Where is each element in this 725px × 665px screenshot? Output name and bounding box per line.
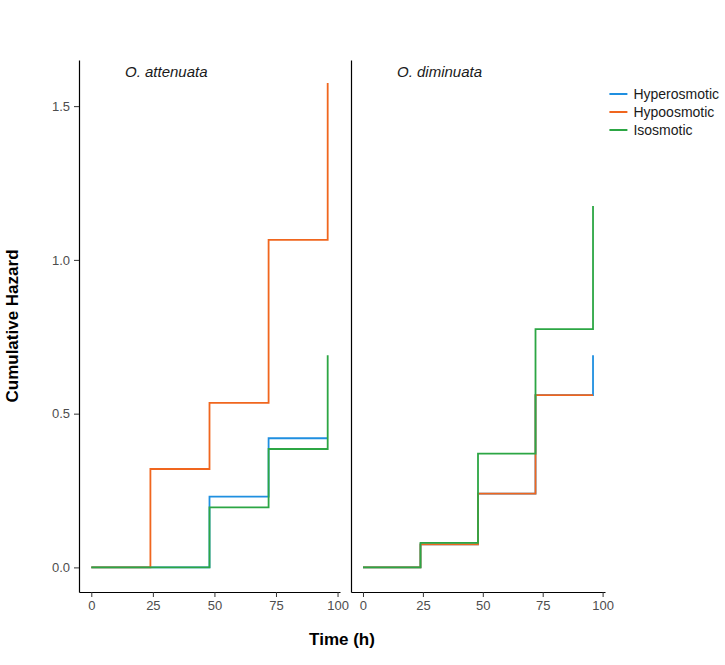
x-tick-label: 25 — [146, 598, 160, 613]
x-tick: 25 — [416, 592, 430, 613]
lines — [91, 83, 327, 567]
x-tick: 100 — [327, 592, 349, 613]
series-line — [363, 206, 593, 567]
y-tick-mark — [74, 414, 79, 415]
x-axis: 0 25 50 75 100 — [352, 592, 614, 613]
x-tick: 25 — [146, 592, 160, 613]
y-axis: 0.0 0.5 1.0 1.5 — [52, 61, 80, 593]
x-tick-label: 0 — [88, 598, 95, 613]
x-tick-mark — [363, 592, 364, 597]
y-tick: 0.0 — [52, 560, 79, 575]
x-tick-label: 100 — [592, 598, 614, 613]
x-tick-label: 75 — [536, 598, 550, 613]
x-tick-mark — [276, 592, 277, 597]
x-tick: 50 — [208, 592, 222, 613]
x-tick-mark — [603, 592, 604, 597]
x-tick: 75 — [269, 592, 283, 613]
x-tick-label: 25 — [416, 598, 430, 613]
x-tick-mark — [423, 592, 424, 597]
y-tick-label: 0.0 — [52, 560, 70, 575]
x-tick-label: 50 — [476, 598, 490, 613]
x-tick-mark — [91, 592, 92, 597]
y-tick-label: 1.5 — [52, 99, 70, 114]
x-tick-mark — [483, 592, 484, 597]
chart: 0 25 50 75 100 0.0 0.5 1.0 1.5 O. attenuata 0 25 50 7… — [0, 0, 725, 665]
y-tick-mark — [74, 106, 79, 107]
y-tick-mark — [74, 567, 79, 568]
y-tick-label: 1.0 — [52, 253, 70, 268]
y-tick-label: 0.5 — [52, 406, 70, 421]
legend-label: Isosmotic — [633, 122, 692, 138]
legend-swatch — [609, 93, 627, 95]
x-tick-label: 50 — [208, 598, 222, 613]
y-tick: 1.0 — [52, 253, 79, 268]
x-tick: 50 — [476, 592, 490, 613]
x-tick-mark — [543, 592, 544, 597]
x-axis-title: Time (h) — [309, 630, 375, 649]
x-tick-label: 0 — [360, 598, 367, 613]
panel: 0 25 50 75 100 0.0 0.5 1.0 1.5 O. attenuata — [52, 61, 349, 614]
y-axis-title: Cumulative Hazard — [3, 249, 22, 402]
x-tick: 0 — [360, 592, 367, 613]
x-tick: 0 — [88, 592, 95, 613]
y-tick-mark — [74, 260, 79, 261]
legend-label: Hyperosmotic — [633, 86, 719, 102]
x-tick-mark — [214, 592, 215, 597]
panel-title: O. diminuata — [397, 63, 482, 80]
x-tick: 100 — [592, 592, 614, 613]
y-tick: 1.5 — [52, 99, 79, 114]
x-axis: 0 25 50 75 100 — [80, 592, 349, 613]
legend-swatch — [609, 111, 627, 113]
series-line — [91, 355, 327, 567]
x-axis-line — [352, 592, 606, 593]
legend: Hyperosmotic Hypoosmotic Isosmotic — [609, 86, 719, 138]
legend-label: Hypoosmotic — [633, 104, 714, 120]
lines — [363, 206, 593, 567]
x-tick-mark — [338, 592, 339, 597]
y-axis-line — [79, 61, 80, 593]
x-tick-label: 75 — [269, 598, 283, 613]
legend-swatch — [609, 129, 627, 131]
series-line — [91, 83, 327, 567]
x-tick: 75 — [536, 592, 550, 613]
y-axis — [351, 61, 352, 593]
x-tick-mark — [153, 592, 154, 597]
panel: 0 25 50 75 100 O. diminuata — [352, 61, 614, 614]
x-tick-label: 100 — [327, 598, 349, 613]
y-tick: 0.5 — [52, 406, 79, 421]
x-axis-line — [80, 592, 341, 593]
y-axis-line — [351, 61, 352, 593]
panel-title: O. attenuata — [125, 63, 208, 80]
